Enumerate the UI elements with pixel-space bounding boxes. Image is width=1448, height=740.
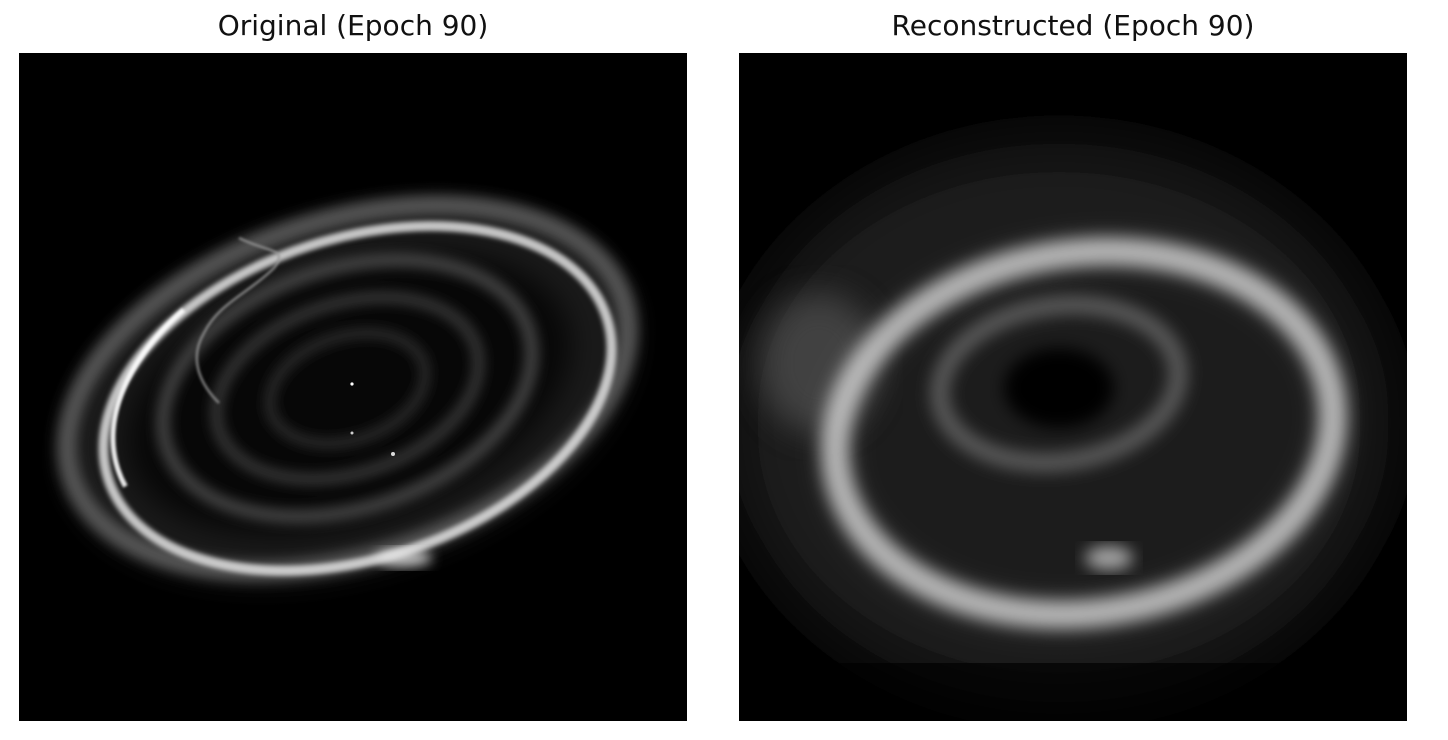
original-galaxy-image <box>19 53 687 721</box>
original-panel-title: Original (Epoch 90) <box>217 9 489 42</box>
reconstructed-panel-title: Reconstructed (Epoch 90) <box>891 9 1255 42</box>
reconstructed-galaxy-image <box>739 53 1407 721</box>
